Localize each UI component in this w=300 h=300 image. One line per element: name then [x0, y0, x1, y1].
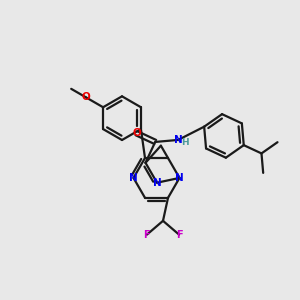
Text: F: F: [176, 230, 182, 240]
Text: N: N: [129, 173, 138, 183]
Text: H: H: [181, 138, 189, 147]
Text: N: N: [153, 178, 161, 188]
Text: F: F: [144, 230, 150, 240]
Text: O: O: [82, 92, 91, 103]
Text: O: O: [132, 128, 141, 138]
Text: N: N: [174, 135, 182, 145]
Text: N: N: [175, 173, 184, 183]
